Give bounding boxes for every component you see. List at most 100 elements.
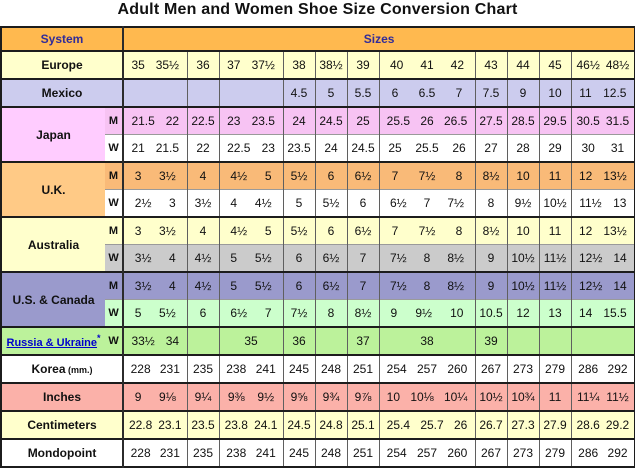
size-value: 27.9 (543, 418, 567, 432)
size-value: 26.5 (443, 114, 468, 128)
size-cell: 10½ (506, 271, 540, 300)
size-value: 6 (295, 251, 303, 265)
size-cell: 27.5 (474, 106, 508, 135)
size-cell: 6½ (346, 216, 380, 245)
size-value: 8½ (447, 251, 464, 265)
size-value: 7 (391, 224, 399, 238)
size-cell: 228 231 (122, 354, 188, 383)
size-cell: 7 7½ 8 (378, 161, 476, 190)
size-cell: 10 (538, 78, 572, 107)
size-value: 21.5 (155, 141, 180, 155)
size-value: 273 (513, 446, 534, 460)
size-cell: 245 (282, 438, 316, 467)
size-value: 248 (321, 362, 342, 376)
size-value: 9¾ (322, 390, 340, 404)
size-value: 5 (295, 196, 303, 210)
size-cell: 27.3 (506, 410, 540, 439)
size-cell: 7½ (282, 299, 316, 327)
size-cell: 38 (378, 326, 476, 355)
size-cell (218, 78, 284, 107)
size-value: 9½ (415, 306, 432, 320)
size-value: 24.5 (351, 141, 375, 155)
size-value: 7.5 (482, 86, 500, 100)
size-value: 10½ (511, 251, 535, 265)
row-label-text: Korea (31, 362, 66, 376)
size-value: 23 (227, 114, 241, 128)
size-value: 29 (548, 141, 562, 155)
size-cell: 37 37½ (218, 50, 284, 79)
size-value: 8½ (482, 224, 500, 238)
size-value: 5½ (322, 196, 340, 210)
size-cell: 9 (506, 78, 540, 107)
row-label-russia-ukraine: Russia & Ukraine* (1, 326, 105, 355)
size-value: 3½ (134, 251, 152, 265)
size-value: 22.5 (191, 114, 215, 128)
size-value: 9½ (257, 390, 275, 404)
size-value: 8 (487, 196, 495, 210)
size-value: 228 (130, 446, 151, 460)
size-value: 21 (131, 141, 145, 155)
size-value: 31.5 (605, 114, 630, 128)
row-label-mexico: Mexico (1, 78, 124, 107)
size-value: 5 (230, 279, 238, 293)
size-value: 5 (264, 224, 272, 238)
size-cell: 22.5 (186, 106, 220, 135)
header-row: System Sizes (1, 27, 635, 52)
size-value: 28.6 (576, 418, 600, 432)
size-cell: 13 (538, 299, 572, 327)
size-value: 4 (169, 251, 176, 265)
size-value: 9 (519, 86, 527, 100)
row-label-mondopoint: Mondopoint (1, 438, 124, 467)
size-value: 28.5 (511, 114, 535, 128)
size-value: 9 (390, 306, 398, 320)
size-cell: 5 (314, 78, 348, 107)
size-cell (186, 78, 220, 107)
size-value: 10 (450, 306, 464, 320)
size-cell: 9 9⅛ (122, 382, 188, 411)
size-value: 38½ (319, 58, 343, 72)
size-cell: 24.5 (314, 106, 348, 135)
size-value: 4 (199, 169, 207, 183)
size-value: 46½ (576, 58, 600, 72)
size-value: 25.5 (415, 141, 439, 155)
size-value: 10 (386, 390, 401, 404)
size-value: 235 (193, 362, 214, 376)
size-cell: 8½ (474, 161, 508, 190)
size-cell: 10 10⅛ 10¼ (378, 382, 476, 411)
size-cell: 251 (346, 354, 380, 383)
size-cell: 8½ (346, 299, 380, 327)
size-cell: 25.5 26 26.5 (378, 106, 476, 135)
row-label-japan-m: Japan (1, 106, 105, 162)
size-cell: 39 (346, 50, 380, 79)
size-cell: 46½ 48½ (570, 50, 635, 79)
size-cell: 7 7½ 8 (378, 216, 476, 245)
size-value: 292 (607, 362, 628, 376)
size-cell: 3 3½ (122, 216, 188, 245)
russia-ukraine-link[interactable]: Russia & Ukraine (6, 337, 97, 349)
size-cell: 5½ (282, 216, 316, 245)
size-cell: 4½ (186, 271, 220, 300)
size-value: 12 (516, 306, 530, 320)
size-value: 228 (130, 362, 151, 376)
size-cell: 23.5 (186, 410, 220, 439)
row-label-text: Europe (41, 58, 83, 72)
size-cell: 6½ (314, 244, 348, 272)
size-cell: 6½ 7 (218, 299, 284, 327)
size-cell: 26.7 (474, 410, 508, 439)
size-value: 9⅛ (159, 390, 176, 404)
size-value: 11¼ (576, 390, 600, 404)
size-cell: 4.5 (282, 78, 316, 107)
size-cell: 251 (346, 438, 380, 467)
size-value: 11½ (543, 251, 567, 265)
size-cell: 6½ 7 7½ (378, 189, 476, 217)
size-value: 8 (423, 251, 431, 265)
size-value: 26 (453, 418, 468, 432)
size-value: 13½ (603, 169, 627, 183)
size-value: 11½ (606, 390, 629, 404)
size-value: 3 (169, 196, 176, 210)
size-cell: 35 (218, 326, 284, 355)
size-value: 26 (452, 141, 466, 155)
size-value: 35½ (155, 58, 180, 72)
size-cell: 22.8 23.1 (122, 410, 188, 439)
